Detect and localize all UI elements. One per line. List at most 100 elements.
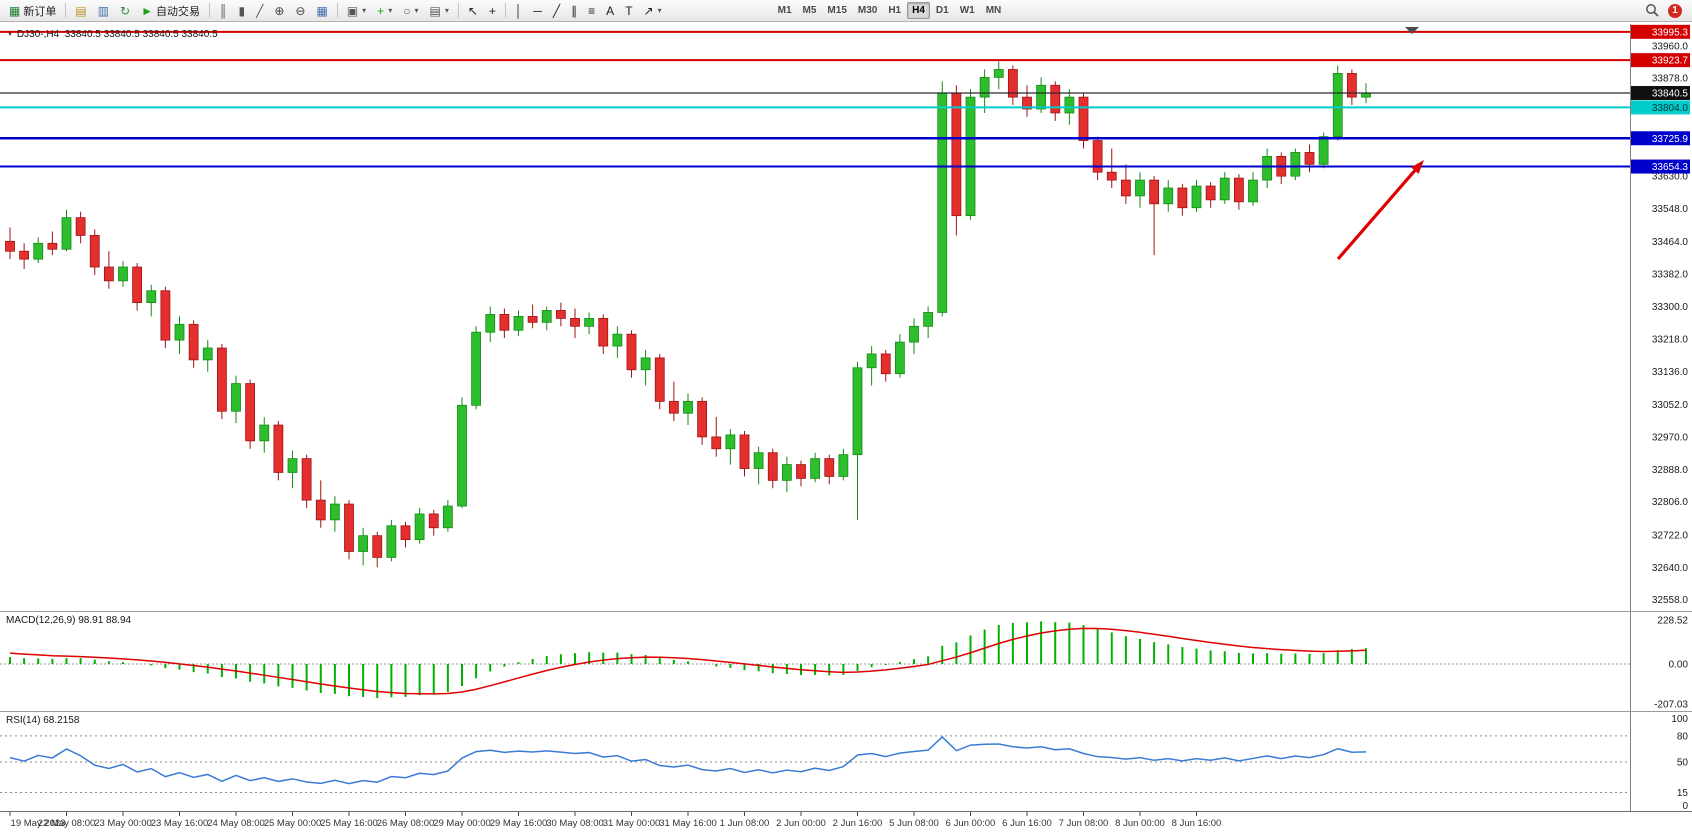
vertical-line-icon[interactable]: │ — [510, 1, 528, 21]
new-chart-icon-dropdown[interactable]: ▾ — [362, 6, 367, 15]
notification-badge[interactable]: 1 — [1668, 3, 1682, 18]
candle-up — [753, 452, 764, 469]
arrow-annotation-shaft[interactable] — [1336, 164, 1421, 261]
candle-up — [541, 310, 552, 323]
navigator-icon[interactable]: ↻ — [115, 1, 135, 21]
chart-shift-marker[interactable] — [1405, 27, 1419, 34]
time-axis-label: 25 May 00:00 — [264, 818, 322, 829]
timeframe-toolbar: M1 M5 M15 M30 H1 H4 D1 W1 MN — [773, 2, 1007, 19]
timeframe-d1-button[interactable]: D1 — [935, 5, 949, 16]
price-tag — [1631, 100, 1690, 115]
candle-down — [1177, 187, 1188, 209]
candle-up — [457, 404, 467, 507]
candle-up — [1219, 177, 1230, 201]
time-axis-label: 26 May 08:00 — [377, 818, 435, 829]
price-tag — [1631, 85, 1690, 100]
autotrading-button[interactable]: ► 自动交易 — [136, 1, 205, 21]
candle-up — [979, 76, 990, 98]
tile-windows-icon[interactable]: ▦ — [311, 1, 332, 21]
candle-up — [1332, 73, 1343, 138]
candle-up — [1135, 179, 1145, 197]
arrow-annotation-head[interactable] — [1411, 160, 1424, 174]
symbol-info: ▼ DJ30-,H4 33840.5 33840.5 33840.5 33840.… — [6, 29, 218, 40]
candle-down — [880, 353, 891, 375]
period-icon[interactable]: ○ ▾ — [398, 1, 423, 21]
period-icon-dropdown[interactable]: ▾ — [414, 6, 419, 15]
candle-up — [259, 424, 270, 442]
price-chart[interactable]: 33960.0 33878.0 33630.0 33548.0 33464.0 33382… — [0, 24, 1692, 612]
template-icon-dropdown[interactable]: ▾ — [444, 6, 449, 15]
rsi-label: RSI(14) 68.2158 — [6, 715, 80, 726]
timeframe-m30-button[interactable]: M30 — [857, 5, 878, 16]
indicators-icon[interactable]: + ▾ — [372, 1, 397, 21]
line-chart-icon-glyph: ╱ — [256, 3, 264, 18]
candle-down — [1050, 84, 1061, 114]
timeframe-h4-button[interactable]: H4 — [907, 2, 930, 19]
price-tag — [1631, 159, 1690, 174]
timeframe-w1-button[interactable]: W1 — [959, 5, 975, 16]
toolbar-right-group: 1 — [1645, 3, 1688, 18]
price-tag-text: 33654.3 — [1652, 162, 1689, 173]
price-axis-label: 33464.0 — [1652, 237, 1689, 248]
candle-down — [570, 317, 580, 327]
time-axis-label: 24 May 08:00 — [207, 818, 265, 829]
candle-down — [796, 464, 806, 479]
text-icon[interactable]: A — [601, 1, 619, 21]
candle-down — [824, 458, 835, 477]
timeframe-h1-button[interactable]: H1 — [888, 5, 902, 16]
price-tag-text: 33995.3 — [1652, 27, 1689, 38]
candle-down — [428, 513, 439, 529]
candle-up — [1163, 187, 1174, 205]
candle-down — [951, 92, 962, 217]
price-axis-label: 33300.0 — [1652, 302, 1689, 313]
line-chart-icon[interactable]: ╱ — [251, 1, 268, 21]
new-chart-icon[interactable]: ▣ ▾ — [342, 1, 371, 21]
candle-down — [216, 347, 227, 412]
time-axis-label: 31 May 16:00 — [659, 818, 717, 829]
macd-panel[interactable]: 228.52 0.00 -207.03 — [0, 612, 1692, 712]
candle-down — [499, 314, 510, 331]
price-tag — [1631, 53, 1690, 68]
timeframe-m5-button[interactable]: M5 — [802, 5, 817, 16]
template-icon[interactable]: ▤ ▾ — [424, 1, 453, 21]
timeframe-m15-button[interactable]: M15 — [827, 5, 847, 16]
candlestick-chart-icon[interactable]: ▮ — [234, 1, 251, 21]
rsi-axis-label: 100 — [1671, 714, 1688, 725]
market-watch-icon[interactable]: ▤ — [70, 1, 91, 21]
channel-icon[interactable]: ∥ — [566, 1, 582, 21]
data-window-icon[interactable]: ▥ — [93, 1, 114, 21]
candle-up — [894, 341, 905, 375]
fibonacci-icon[interactable]: ≡ — [583, 1, 600, 21]
price-axis-label: 33960.0 — [1652, 41, 1689, 52]
autotrading-button-icon: ► — [141, 3, 153, 18]
new-order-button[interactable]: ▦ 新订单 — [4, 1, 61, 21]
trendline-icon-glyph: ╱ — [552, 3, 561, 18]
candle-up — [725, 434, 736, 450]
trendline-icon[interactable]: ╱ — [548, 1, 565, 21]
time-axis-label: 29 May 00:00 — [433, 818, 491, 829]
candle-up — [1262, 156, 1273, 181]
label-icon[interactable]: T — [620, 1, 637, 21]
bar-chart-icon[interactable]: ║ — [214, 1, 233, 21]
rsi-panel[interactable]: 100 80 50 15 0 — [0, 712, 1692, 812]
timeframe-m1-button[interactable]: M1 — [777, 5, 792, 16]
search-icon[interactable] — [1645, 3, 1660, 18]
candle-down — [1092, 140, 1103, 173]
candle-down — [1078, 96, 1089, 141]
timeframe-mn-button[interactable]: MN — [985, 5, 1002, 16]
time-axis-label: 8 Jun 16:00 — [1172, 818, 1222, 829]
horizontal-line-icon[interactable]: ─ — [528, 1, 547, 21]
arrows-icon[interactable]: ↗ ▾ — [639, 1, 667, 21]
autotrading-button-label: 自动交易 — [155, 5, 200, 18]
cursor-icon[interactable]: ↖ — [463, 1, 483, 21]
zoom-out-icon[interactable]: ⊖ — [290, 1, 310, 21]
indicators-icon-dropdown[interactable]: ▾ — [388, 6, 393, 15]
arrows-icon-dropdown[interactable]: ▾ — [657, 6, 662, 15]
zoom-in-icon[interactable]: ⊕ — [269, 1, 289, 21]
candle-down — [527, 316, 538, 323]
template-icon-glyph: ▤ — [429, 3, 441, 18]
crosshair-icon[interactable]: + — [484, 1, 501, 21]
candle-down — [767, 452, 778, 481]
